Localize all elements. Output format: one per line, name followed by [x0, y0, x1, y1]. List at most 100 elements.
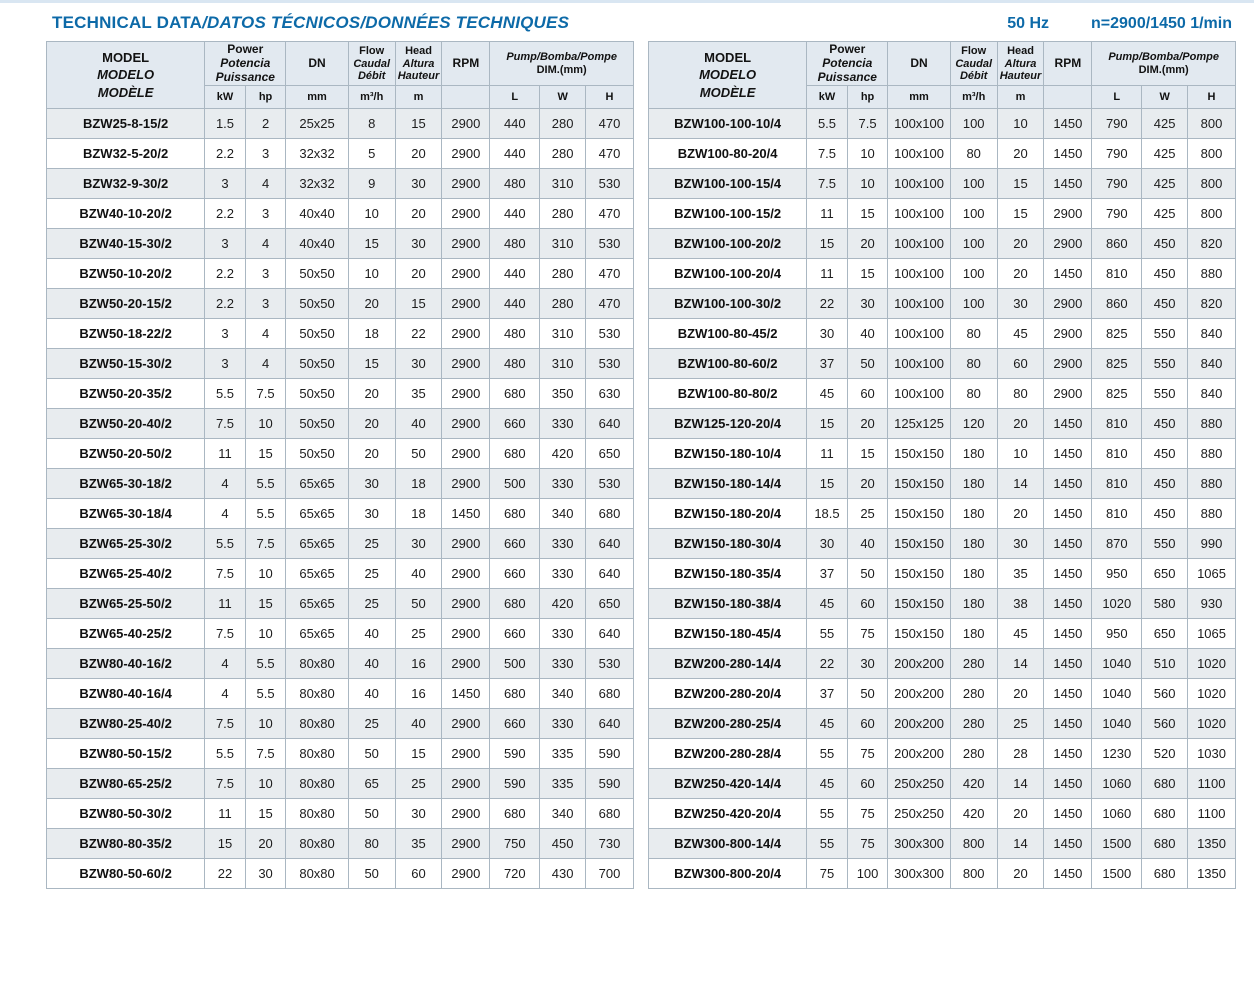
- value-cell: 2.2: [204, 288, 246, 320]
- title-international: /DATOS TÉCNICOS/DONNÉES TECHNIQUES: [202, 13, 570, 32]
- value-cell: 7.5: [204, 618, 246, 650]
- value-cell: 280: [949, 678, 998, 710]
- value-cell: 530: [585, 318, 634, 350]
- value-cell: 800: [1187, 138, 1236, 170]
- value-cell: 440: [489, 198, 541, 230]
- value-cell: 820: [1187, 288, 1236, 320]
- value-cell: 2900: [441, 408, 491, 440]
- value-cell: 30: [394, 798, 443, 830]
- value-cell: 180: [949, 588, 998, 620]
- value-cell: 150x150: [887, 468, 951, 500]
- value-cell: 5.5: [244, 648, 287, 680]
- value-cell: 37: [806, 678, 848, 710]
- table-row: BZW80-40-16/4 4 5.5 80x80 40 16 1450 680 340 680: [45, 678, 634, 710]
- model-cell: BZW32-9-30/2: [45, 168, 206, 200]
- value-cell: 680: [489, 798, 541, 830]
- value-cell: 50x50: [285, 438, 349, 470]
- value-cell: 330: [539, 648, 587, 680]
- head-label-en: Head: [1007, 45, 1034, 58]
- value-cell: 7.5: [244, 378, 287, 410]
- value-cell: 820: [1187, 228, 1236, 260]
- unit-w: W: [1141, 85, 1189, 110]
- value-cell: 15: [244, 438, 287, 470]
- right-table: MODEL MODELO MODÈLE Power Potencia Puiss…: [647, 40, 1236, 890]
- table-row: BZW200-280-28/4 55 75 200x200 280 28 1450 1230 5…: [647, 738, 1236, 770]
- value-cell: 420: [539, 588, 587, 620]
- value-cell: 16: [394, 648, 443, 680]
- col-header-rpm: RPM: [1043, 40, 1093, 87]
- value-cell: 20: [347, 378, 396, 410]
- value-cell: 790: [1091, 138, 1143, 170]
- value-cell: 11: [806, 438, 848, 470]
- model-cell: BZW100-100-20/2: [647, 228, 808, 260]
- value-cell: 100x100: [887, 108, 951, 140]
- value-cell: 180: [949, 438, 998, 470]
- col-header-flow: Flow Caudal Débit: [949, 40, 998, 87]
- value-cell: 470: [585, 108, 634, 140]
- value-cell: 3: [204, 318, 246, 350]
- value-cell: 300x300: [887, 828, 951, 860]
- value-cell: 15: [806, 408, 848, 440]
- value-cell: 280: [539, 258, 587, 290]
- model-cell: BZW50-20-50/2: [45, 438, 206, 470]
- value-cell: 1450: [441, 498, 491, 530]
- value-cell: 100: [949, 288, 998, 320]
- value-cell: 65x65: [285, 468, 349, 500]
- value-cell: 1065: [1187, 618, 1236, 650]
- value-cell: 80x80: [285, 708, 349, 740]
- value-cell: 50: [846, 678, 889, 710]
- value-cell: 30: [846, 288, 889, 320]
- power-label-es: Potencia: [822, 55, 873, 70]
- value-cell: 40: [394, 408, 443, 440]
- value-cell: 880: [1187, 258, 1236, 290]
- value-cell: 15: [996, 198, 1045, 230]
- value-cell: 40: [347, 678, 396, 710]
- value-cell: 330: [539, 408, 587, 440]
- title-english: TECHNICAL DATA: [52, 13, 203, 32]
- value-cell: 680: [585, 678, 634, 710]
- value-cell: 2900: [1043, 198, 1093, 230]
- value-cell: 5.5: [244, 498, 287, 530]
- value-cell: 2900: [441, 798, 491, 830]
- value-cell: 55: [806, 618, 848, 650]
- value-cell: 660: [489, 408, 541, 440]
- table-row: BZW100-100-20/2 15 20 100x100 100 20 2900 860 45…: [647, 228, 1236, 260]
- value-cell: 10: [347, 198, 396, 230]
- value-cell: 30: [806, 318, 848, 350]
- value-cell: 310: [539, 168, 587, 200]
- table-row: BZW100-100-30/2 22 30 100x100 100 30 2900 860 45…: [647, 288, 1236, 320]
- value-cell: 37: [806, 348, 848, 380]
- table-row: BZW50-15-30/2 3 4 50x50 15 30 2900 480 310 530: [45, 348, 634, 380]
- unit-mm: mm: [285, 85, 349, 110]
- value-cell: 5.5: [204, 378, 246, 410]
- value-cell: 1450: [1043, 438, 1093, 470]
- unit-head: m: [996, 85, 1045, 110]
- power-label-es: Potencia: [220, 55, 271, 70]
- right-table-body: BZW100-100-10/4 5.5 7.5 100x100 100 10 1450 790…: [647, 108, 1236, 890]
- value-cell: 120: [949, 408, 998, 440]
- power-label-en: Power: [829, 42, 866, 56]
- value-cell: 330: [539, 468, 587, 500]
- value-cell: 35: [394, 828, 443, 860]
- col-header-power: Power Potencia Puissance: [204, 40, 287, 87]
- value-cell: 810: [1091, 438, 1143, 470]
- unit-hp: hp: [244, 85, 287, 110]
- table-row: BZW100-100-20/4 11 15 100x100 100 20 1450 810 45…: [647, 258, 1236, 290]
- value-cell: 100: [949, 228, 998, 260]
- value-cell: 30: [846, 648, 889, 680]
- model-cell: BZW40-10-20/2: [45, 198, 206, 230]
- value-cell: 1450: [1043, 768, 1093, 800]
- model-cell: BZW150-180-14/4: [647, 468, 808, 500]
- model-cell: BZW80-40-16/4: [45, 678, 206, 710]
- value-cell: 1040: [1091, 648, 1143, 680]
- table-row: BZW250-420-14/4 45 60 250x250 420 14 1450 1060 6…: [647, 768, 1236, 800]
- value-cell: 640: [585, 528, 634, 560]
- value-cell: 40: [846, 318, 889, 350]
- value-cell: 2900: [441, 168, 491, 200]
- right-table-header: MODEL MODELO MODÈLE Power Potencia Puiss…: [647, 40, 1236, 110]
- value-cell: 340: [539, 498, 587, 530]
- value-cell: 1450: [1043, 108, 1093, 140]
- col-header-dim: Pump/Bomba/Pompe DIM.(mm): [1091, 40, 1236, 87]
- value-cell: 4: [244, 168, 287, 200]
- table-row: BZW150-180-20/4 18.5 25 150x150 180 20 1450 810…: [647, 498, 1236, 530]
